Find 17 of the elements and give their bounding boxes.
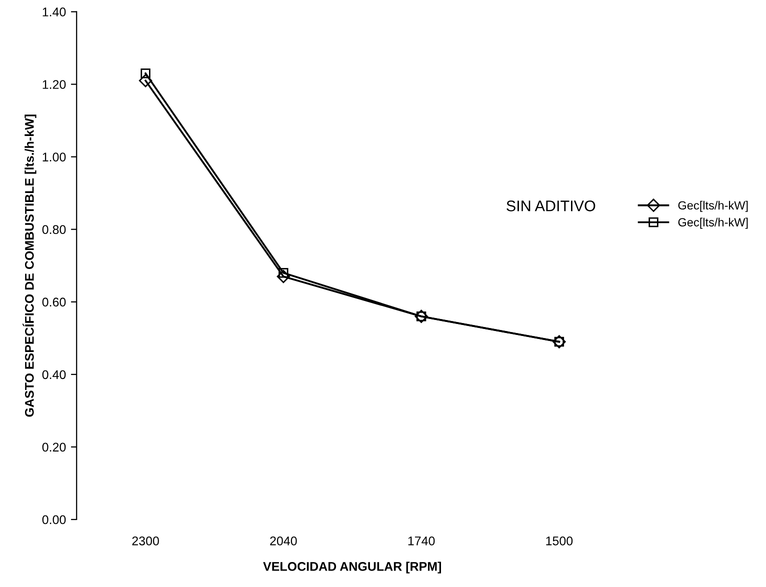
- annotation: SIN ADITIVO: [506, 200, 596, 212]
- x-tick-label: 2300: [132, 536, 159, 546]
- y-tick-label: 1.00: [42, 152, 66, 162]
- y-tick-label: 1.20: [42, 80, 66, 89]
- x-tick-label: 1740: [408, 536, 435, 546]
- x-axis-title: VELOCIDAD ANGULAR [RPM]: [263, 562, 441, 574]
- legend-label: Gec[lts/h-kW]: [678, 218, 748, 229]
- y-tick-label: 0.20: [42, 442, 66, 452]
- x-tick-label: 2040: [270, 536, 297, 546]
- y-tick-label: 0.40: [42, 370, 66, 380]
- y-tick-label: 1.40: [42, 8, 66, 16]
- y-axis-title: GASTO ESPECÍFICO DE COMBUSTIBLE [lts./h-kW]: [22, 114, 36, 417]
- y-tick-label: 0.00: [42, 515, 66, 524]
- x-tick-label: 1500: [546, 536, 573, 546]
- y-tick-label: 0.60: [42, 298, 66, 307]
- y-tick-label: 0.80: [42, 225, 66, 234]
- legend-label: Gec[lts/h-kW]: [678, 200, 748, 212]
